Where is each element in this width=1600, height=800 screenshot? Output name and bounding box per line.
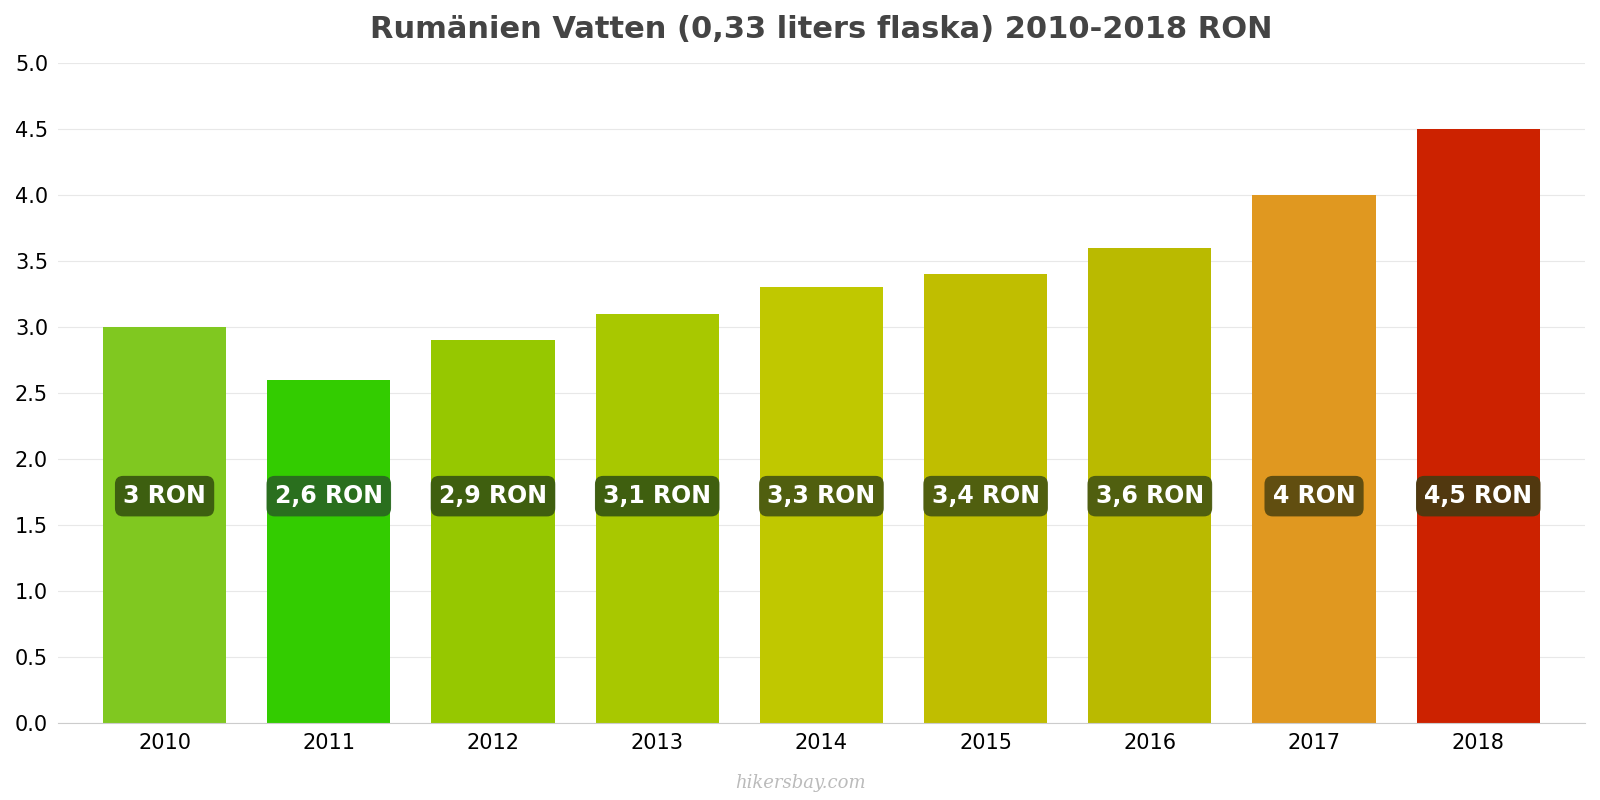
- Text: 3 RON: 3 RON: [123, 484, 206, 508]
- Bar: [1416, 129, 1539, 723]
- Text: 3,4 RON: 3,4 RON: [931, 484, 1040, 508]
- Text: 2,6 RON: 2,6 RON: [275, 484, 382, 508]
- Bar: [595, 314, 718, 723]
- Text: 4,5 RON: 4,5 RON: [1424, 484, 1533, 508]
- Text: 4 RON: 4 RON: [1272, 484, 1355, 508]
- Bar: [1088, 248, 1211, 723]
- Bar: [1253, 195, 1376, 723]
- Bar: [432, 340, 555, 723]
- Bar: [760, 287, 883, 723]
- Text: 3,1 RON: 3,1 RON: [603, 484, 712, 508]
- Text: 3,3 RON: 3,3 RON: [768, 484, 875, 508]
- Title: Rumänien Vatten (0,33 liters flaska) 2010-2018 RON: Rumänien Vatten (0,33 liters flaska) 201…: [370, 15, 1272, 44]
- Bar: [925, 274, 1048, 723]
- Text: hikersbay.com: hikersbay.com: [734, 774, 866, 792]
- Text: 2,9 RON: 2,9 RON: [438, 484, 547, 508]
- Bar: [102, 327, 226, 723]
- Text: 3,6 RON: 3,6 RON: [1096, 484, 1203, 508]
- Bar: [267, 380, 390, 723]
